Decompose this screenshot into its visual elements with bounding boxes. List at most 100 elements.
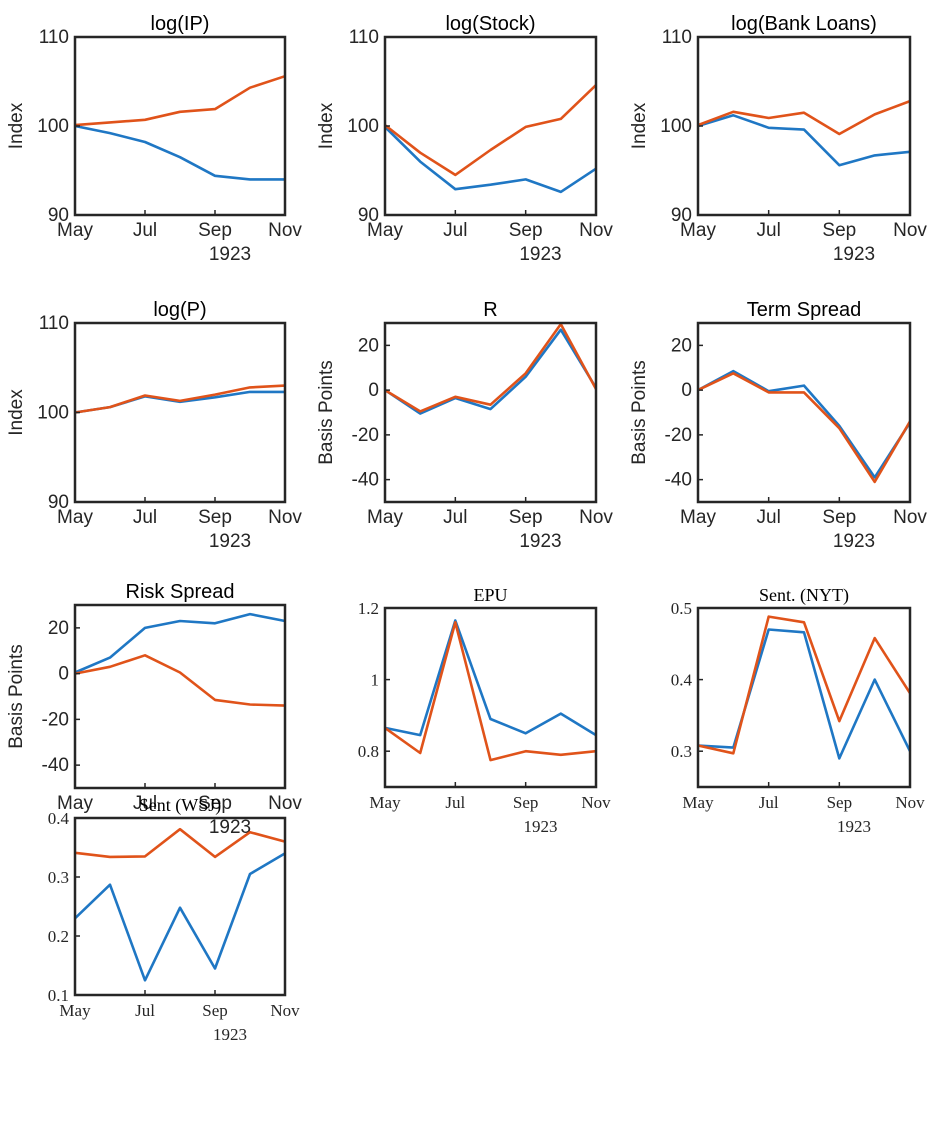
chart-panel: R -40 -20 0 20 May Jul Sep Nov 1923 Basis Points [316, 299, 613, 552]
y-tick-label: 0 [681, 380, 692, 401]
chart-title: log(P) [153, 299, 206, 321]
series-line-orange [74, 74, 286, 127]
x-tick-label: Nov [268, 793, 302, 814]
axes-box [696, 35, 912, 217]
chart-panel: log(Bank Loans) 90 100 110 May Jul Sep Nov 1923 I… [629, 13, 927, 265]
y-tick-label: 20 [358, 335, 379, 356]
x-tick-label: Sep [198, 507, 232, 528]
x-tick-label: Sep [822, 507, 856, 528]
axes-box [73, 35, 287, 217]
x-tick-label: Nov [893, 220, 927, 241]
y-tick-label: -20 [42, 709, 69, 730]
y-axis-label: Basis Points [629, 360, 650, 465]
x-tick-label: May [57, 220, 93, 241]
x-axis-label: 1923 [213, 1025, 247, 1044]
x-axis-label: 1923 [519, 531, 561, 552]
y-tick-label: 0 [58, 664, 69, 685]
x-tick-label: May [59, 1001, 91, 1020]
x-axis-label: 1923 [833, 531, 875, 552]
y-tick-label: 100 [660, 116, 692, 137]
y-tick-label: 0.1 [48, 986, 69, 1005]
x-tick-label: May [682, 793, 714, 812]
x-tick-label: Nov [268, 220, 302, 241]
chart-panel: log(Stock) 90 100 110 May Jul Sep Nov 1923 Index [316, 13, 613, 265]
x-tick-label: Jul [759, 793, 779, 812]
chart-title: log(Stock) [445, 13, 535, 35]
y-tick-label: -40 [352, 470, 379, 491]
y-tick-label: 90 [48, 492, 69, 513]
y-tick-label: 1 [371, 671, 380, 690]
y-tick-label: 0.3 [671, 742, 692, 761]
series-line-blue [74, 852, 286, 982]
y-axis-label: Index [6, 389, 27, 436]
chart-title: Sent. (NYT) [759, 585, 849, 606]
x-tick-label: Nov [270, 1001, 300, 1020]
y-tick-label: 0.8 [358, 742, 379, 761]
series-line-orange [384, 620, 597, 762]
y-axis-label: Index [6, 102, 27, 149]
chart-title: log(IP) [151, 13, 210, 35]
x-tick-label: Jul [133, 220, 157, 241]
x-tick-label: Jul [133, 793, 157, 814]
y-axis-label: Basis Points [6, 644, 27, 749]
series-line-orange [697, 615, 912, 755]
x-tick-label: Sep [509, 507, 543, 528]
axes-box [73, 603, 287, 790]
series-line-blue [697, 369, 912, 479]
chart-title: Sent (WSJ) [139, 795, 222, 816]
y-tick-label: 100 [37, 403, 69, 424]
series-line-orange [74, 653, 286, 707]
x-axis-label: 1923 [519, 244, 561, 265]
x-tick-label: Nov [893, 507, 927, 528]
chart-title: log(Bank Loans) [731, 13, 877, 35]
y-tick-label: 0.5 [671, 599, 692, 618]
x-tick-label: May [680, 507, 716, 528]
y-tick-label: 0.3 [48, 868, 69, 887]
y-tick-label: 110 [349, 27, 379, 48]
axes-box [73, 321, 287, 504]
y-tick-label: 0.4 [48, 809, 70, 828]
y-tick-label: 0.4 [671, 671, 693, 690]
axes-box [696, 321, 912, 504]
x-tick-label: Nov [581, 793, 611, 812]
series-line-blue [697, 114, 911, 167]
x-axis-label: 1923 [524, 817, 558, 836]
y-tick-label: -40 [665, 470, 692, 491]
chart-panel: Risk Spread -40 -20 0 20 May Jul Sep Nov 1923 Basi… [6, 581, 302, 838]
x-tick-label: May [367, 507, 403, 528]
x-axis-label: 1923 [833, 244, 875, 265]
chart-panel: log(P) 90 100 110 May Jul Sep Nov 1923 Index [6, 299, 302, 552]
series-line-blue [384, 619, 597, 737]
x-tick-label: May [57, 793, 93, 814]
x-tick-label: Jul [133, 507, 157, 528]
x-tick-label: Sep [509, 220, 543, 241]
series-line-blue [74, 612, 286, 674]
y-tick-label: 90 [671, 205, 692, 226]
y-tick-label: 1.2 [358, 599, 379, 618]
y-tick-label: 20 [671, 335, 692, 356]
x-axis-label: 1923 [209, 244, 251, 265]
y-axis-label: Index [629, 102, 650, 149]
x-tick-label: Nov [579, 507, 613, 528]
series-line-orange [384, 84, 597, 177]
x-axis-label: 1923 [837, 817, 871, 836]
y-tick-label: 90 [48, 205, 69, 226]
x-tick-label: May [369, 793, 401, 812]
x-tick-label: Sep [827, 793, 853, 812]
y-tick-label: 100 [347, 116, 379, 137]
series-line-orange [74, 384, 286, 414]
chart-panel: log(IP) 90 100 110 May Jul Sep Nov 1923 Index [6, 13, 302, 265]
y-tick-label: 110 [39, 313, 69, 334]
chart-panel: Term Spread -40 -20 0 20 May Jul Sep Nov 1923 Basi… [629, 299, 927, 552]
series-line-blue [384, 125, 597, 194]
x-tick-label: Sep [202, 1001, 228, 1020]
axes-box [696, 606, 912, 789]
axes-box [73, 816, 287, 997]
series-line-blue [697, 628, 912, 760]
y-axis-label: Index [316, 102, 337, 149]
x-tick-label: Sep [198, 793, 232, 814]
x-tick-label: Jul [757, 220, 781, 241]
y-tick-label: 110 [662, 27, 692, 48]
